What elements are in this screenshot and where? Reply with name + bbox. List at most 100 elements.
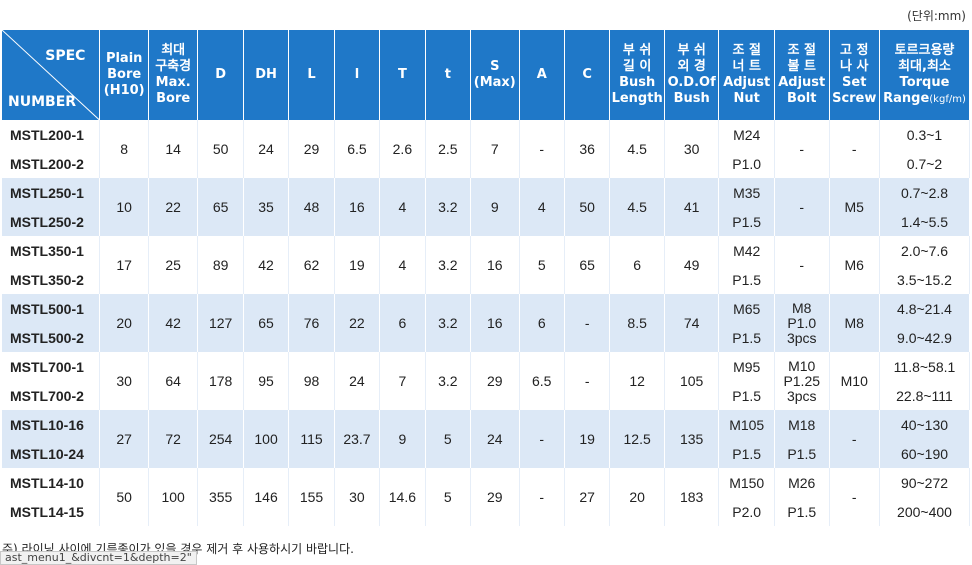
cell-plain-bore: 20: [99, 294, 149, 352]
cell-a: -: [519, 468, 565, 526]
cell-torque: 40~130: [879, 410, 971, 439]
cell-c: -: [564, 352, 611, 410]
cell-l-small: 19: [334, 236, 381, 294]
adjust-bolt-line: P1.0: [787, 314, 817, 331]
header-d: D: [197, 30, 244, 120]
cell-bush-od: 183: [664, 468, 720, 526]
cell-bush-length: 12: [609, 352, 665, 410]
cell-s-max: 29: [470, 468, 520, 526]
cell-s-max: 7: [470, 120, 520, 178]
cell-bush-length: 6: [609, 236, 665, 294]
cell-bush-od: 41: [664, 178, 720, 236]
cell-torque: 90~272: [879, 468, 971, 497]
cell-c: 36: [564, 120, 611, 178]
cell-l: 155: [288, 468, 335, 526]
cell-adjust-bolt: M10 P1.25 3pcs: [774, 352, 830, 410]
cell-adjust-nut: P1.5: [718, 265, 775, 294]
cell-a: 6: [519, 294, 565, 352]
header-max-bore: 최대 구축경 Max. Bore: [148, 30, 199, 120]
cell-c: 50: [564, 178, 611, 236]
table-row: MSTL350-2 P1.5 3.5~15.2: [2, 265, 971, 294]
cell-t-upper: 7: [379, 352, 426, 410]
table-row: MSTL14-10 50 100 355 146 155 30 14.6 5 29-27 20 183…: [2, 468, 971, 526]
model-number: MSTL200-1: [2, 120, 101, 149]
model-number: MSTL10-24: [2, 439, 101, 468]
table-row: MSTL200-1 8 14 50 24 29 6.5 2.6 2.5 7-36 4.5 30 M24-…: [2, 120, 971, 178]
cell-torque: 2.0~7.6: [879, 236, 971, 265]
cell-adjust-nut: P1.5: [718, 381, 775, 410]
cell-bush-length: 4.5: [609, 178, 665, 236]
cell-torque: 0.7~2: [879, 149, 971, 178]
cell-adjust-bolt: M8 P1.0 3pcs: [774, 294, 830, 352]
cell-adjust-nut: M65: [718, 294, 775, 323]
cell-set-screw: M10: [829, 352, 880, 410]
cell-torque: 0.7~2.8: [879, 178, 971, 207]
table-row: MSTL250-2 P1.5 1.4~5.5: [2, 207, 971, 236]
cell-l: 98: [288, 352, 335, 410]
model-number: MSTL200-2: [2, 149, 101, 178]
cell-max-bore: 72: [148, 410, 199, 468]
table-row: MSTL200-2 P1.0 0.7~2: [2, 149, 971, 178]
cell-c: 65: [564, 236, 611, 294]
cell-bush-od: 105: [664, 352, 720, 410]
spec-table: SPEC NUMBER Plain Bore (H10) 최대 구축경 Max. Bore…: [2, 30, 971, 526]
cell-d: 178: [197, 352, 244, 410]
cell-bush-length: 12.5: [609, 410, 665, 468]
cell-a: 6.5: [519, 352, 565, 410]
model-number: MSTL14-15: [2, 497, 101, 526]
table-row: MSTL700-2 P1.5 22.8~111: [2, 381, 971, 410]
cell-t-lower: 3.2: [425, 236, 472, 294]
adjust-bolt-line: M10: [788, 357, 816, 374]
model-number: MSTL10-16: [2, 410, 101, 439]
cell-torque: 9.0~42.9: [879, 323, 971, 352]
cell-bush-od: 135: [664, 410, 720, 468]
cell-torque: 11.8~58.1: [879, 352, 971, 381]
cell-adjust-bolt: P1.5: [774, 439, 830, 468]
cell-set-screw: M5: [829, 178, 880, 236]
cell-t-lower: 3.2: [425, 352, 472, 410]
cell-s-max: 16: [470, 294, 520, 352]
cell-t-lower: 2.5: [425, 120, 472, 178]
cell-s-max: 24: [470, 410, 520, 468]
cell-l-small: 6.5: [334, 120, 381, 178]
cell-plain-bore: 30: [99, 352, 149, 410]
cell-d: 127: [197, 294, 244, 352]
unit-label: (단위:mm): [907, 9, 966, 23]
cell-plain-bore: 8: [99, 120, 149, 178]
cell-adjust-nut: P1.5: [718, 323, 775, 352]
table-row: MSTL14-15 P2.0 P1.5 200~400: [2, 497, 971, 526]
cell-torque: 60~190: [879, 439, 971, 468]
cell-set-screw: M8: [829, 294, 880, 352]
cell-s-max: 9: [470, 178, 520, 236]
cell-plain-bore: 10: [99, 178, 149, 236]
adjust-bolt-line: M8: [792, 299, 812, 316]
model-number: MSTL500-2: [2, 323, 101, 352]
header-a: A: [519, 30, 565, 120]
cell-bush-length: 8.5: [609, 294, 665, 352]
table-row: MSTL350-1 17 25 89 42 62 19 4 3.2 16 5 65 6 49 M42- M6 2…: [2, 236, 971, 294]
cell-t-upper: 9: [379, 410, 426, 468]
header-plain-bore: Plain Bore (H10): [99, 30, 149, 120]
cell-l-small: 23.7: [334, 410, 381, 468]
header-c: C: [564, 30, 611, 120]
cell-dh: 24: [243, 120, 290, 178]
cell-d: 254: [197, 410, 244, 468]
cell-t-upper: 2.6: [379, 120, 426, 178]
cell-adjust-nut: P1.5: [718, 207, 775, 236]
cell-adjust-nut: M24: [718, 120, 775, 149]
cell-adjust-bolt: -: [774, 120, 830, 178]
cell-adjust-bolt: -: [774, 178, 830, 236]
cell-s-max: 16: [470, 236, 520, 294]
number-label: NUMBER: [8, 94, 77, 110]
cell-max-bore: 22: [148, 178, 199, 236]
cell-c: -: [564, 294, 611, 352]
cell-l: 76: [288, 294, 335, 352]
cell-adjust-bolt: M26: [774, 468, 830, 497]
cell-adjust-nut: M105: [718, 410, 775, 439]
header-t-upper: T: [379, 30, 426, 120]
model-number: MSTL500-1: [2, 294, 101, 323]
cell-bush-length: 4.5: [609, 120, 665, 178]
cell-torque: 1.4~5.5: [879, 207, 971, 236]
